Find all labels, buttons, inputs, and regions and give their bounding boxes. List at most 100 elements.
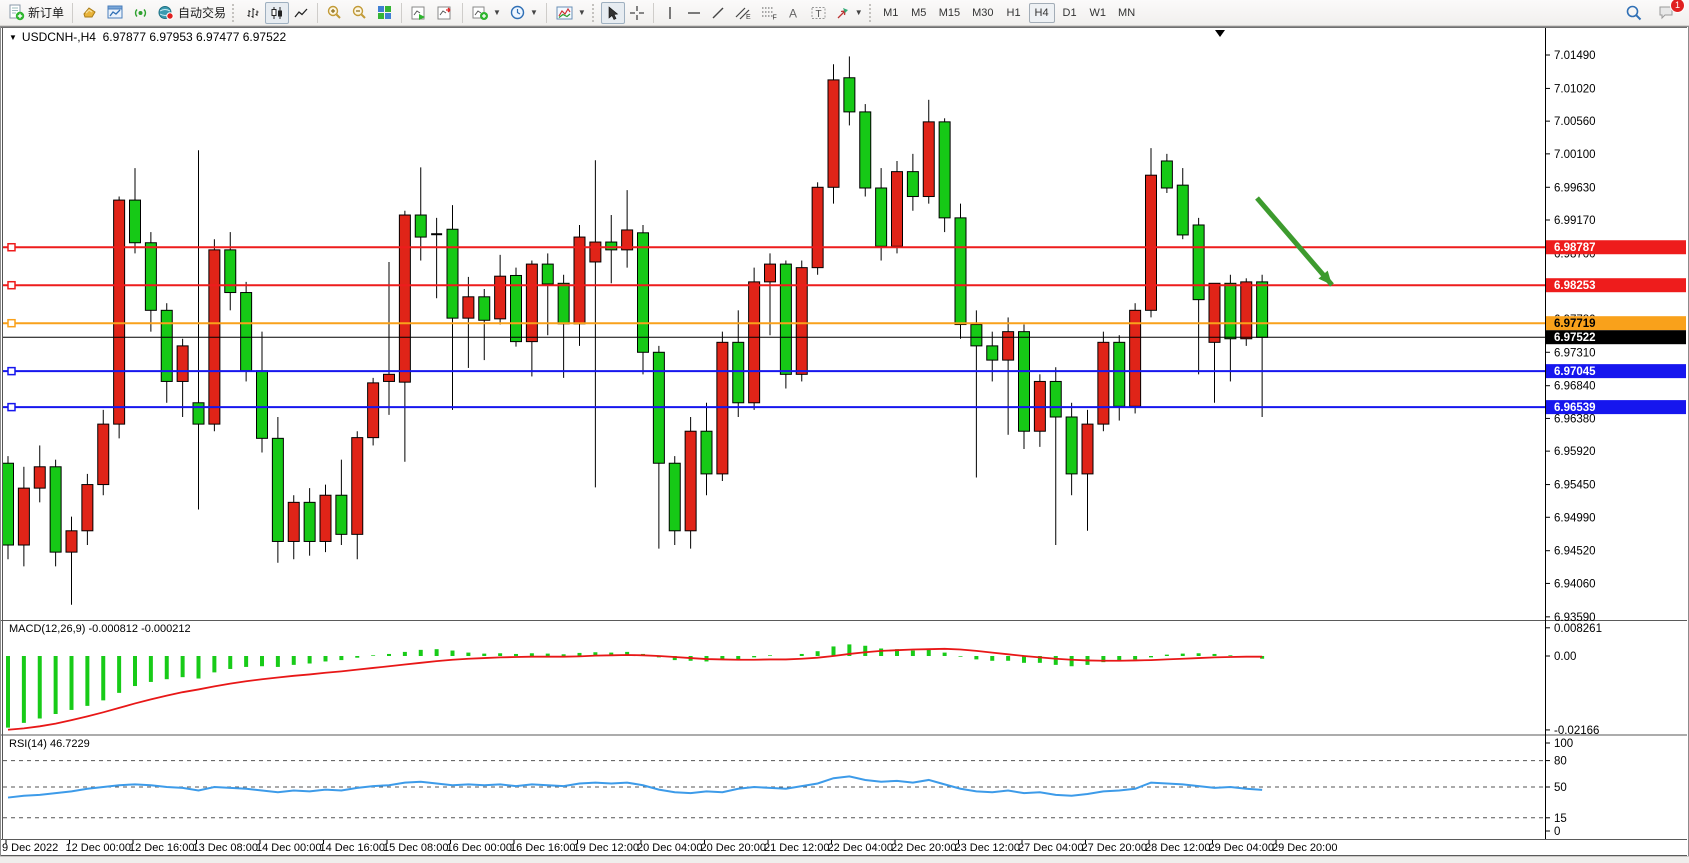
rsi-scale-label: 15	[1554, 813, 1567, 825]
hline-handle[interactable]	[7, 280, 16, 290]
candle-body	[938, 121, 951, 219]
zoom-out-icon	[352, 5, 366, 19]
tile-windows-button[interactable]	[372, 2, 397, 24]
time-label: 12 Dec 16:00	[129, 842, 194, 854]
trend-arrow-annotation[interactable]	[1255, 196, 1334, 287]
chart-shift-button[interactable]	[432, 2, 458, 24]
candle-body	[970, 324, 983, 347]
chart-menu-caret[interactable]: ▼	[9, 33, 17, 42]
trendline-button[interactable]	[706, 2, 730, 24]
candle-body	[1176, 184, 1189, 236]
cursor-button[interactable]	[600, 1, 625, 24]
time-label: 22 Dec 04:00	[828, 842, 893, 854]
timeframe-button-m15[interactable]: M15	[938, 6, 961, 19]
timeframe-button-m1[interactable]: M1	[883, 6, 899, 19]
time-label: 9 Dec 2022	[2, 842, 58, 854]
new-order-icon	[9, 4, 25, 21]
candle-body	[795, 267, 808, 375]
timeframe-button-m5[interactable]: M5	[911, 6, 927, 19]
time-label: 13 Dec 08:00	[193, 842, 258, 854]
zoom-out-button[interactable]	[347, 2, 372, 24]
auto-scroll-button[interactable]	[406, 2, 432, 24]
hline-handle[interactable]	[7, 402, 16, 412]
timeframe-button-d1[interactable]: D1	[1062, 6, 1077, 19]
hline-handle[interactable]	[7, 366, 16, 376]
periods-clock-button[interactable]: ▼	[505, 2, 542, 24]
crosshair-button[interactable]	[625, 2, 649, 24]
price-tick-label: 6.99170	[1554, 215, 1596, 227]
add-indicator-icon	[472, 6, 489, 20]
candle-body	[1240, 281, 1253, 340]
time-label: 27 Dec 20:00	[1082, 842, 1147, 854]
toolbar-group-handle	[591, 3, 597, 22]
equidistant-channel-button[interactable]: E	[730, 2, 756, 24]
candle-body	[17, 487, 30, 546]
candle-body	[637, 232, 649, 353]
bar-chart-button[interactable]	[241, 2, 265, 24]
price-tick-label: 6.93590	[1554, 612, 1596, 624]
arrow-head-icon	[1318, 270, 1332, 285]
macd-scale-label: 0.00	[1554, 651, 1576, 663]
candle-body	[97, 423, 110, 486]
arrows-button[interactable]: ▼	[831, 2, 867, 24]
vertical-line-button[interactable]	[658, 2, 682, 24]
candle-body	[843, 77, 856, 113]
crosshair-icon	[629, 5, 644, 20]
chevron-down-icon: ▼	[529, 8, 538, 17]
chevron-down-icon: ▼	[854, 8, 863, 17]
search-button[interactable]	[1621, 2, 1647, 24]
price-tag-bg	[1546, 278, 1686, 293]
timeframe-button-h4[interactable]: H4	[1028, 2, 1055, 23]
text-button[interactable]: A	[782, 2, 806, 24]
candle-body	[367, 382, 380, 439]
price-tag-label: 6.97522	[1554, 332, 1596, 344]
candle-body	[732, 341, 745, 404]
price-tag: 6.97522	[1546, 330, 1686, 345]
new-order-button[interactable]: 新订单	[4, 2, 68, 24]
rsi-scale-label: 80	[1554, 756, 1567, 768]
time-label: 29 Dec 04:00	[1209, 842, 1274, 854]
price-tick-label: 6.96840	[1554, 381, 1596, 393]
zoom-in-button[interactable]	[322, 2, 347, 24]
price-tick-label: 7.00560	[1554, 116, 1596, 128]
fibonacci-button[interactable]: F	[756, 2, 782, 24]
timeframe-button-mn[interactable]: MN	[1118, 6, 1136, 19]
market-depth-button[interactable]	[77, 2, 102, 24]
macd-scale-label: -0.02166	[1554, 725, 1599, 737]
text-label-icon: T	[811, 6, 826, 20]
price-tick-label: 6.96380	[1554, 413, 1596, 425]
candle-body	[414, 214, 427, 238]
auto-scroll-icon	[411, 6, 426, 20]
price-tag-label: 6.97045	[1554, 366, 1596, 378]
notifications-button[interactable]: 1	[1653, 0, 1685, 24]
chart-background	[1, 27, 1688, 856]
price-tick-label: 6.95920	[1554, 446, 1596, 458]
notification-badge: 1	[1670, 0, 1685, 13]
chart-shift-icon	[437, 6, 451, 19]
candle-body	[271, 437, 284, 542]
line-chart-button[interactable]	[289, 2, 313, 24]
toolbar-separator	[652, 2, 654, 23]
candlestick-chart-button[interactable]	[265, 1, 290, 24]
timeframe-button-w1[interactable]: W1	[1089, 6, 1107, 19]
rsi-panel: 100 80 50 150	[3, 738, 1573, 838]
timeframe-button-m30[interactable]: M30	[972, 6, 994, 19]
new-chart-button[interactable]	[102, 2, 128, 24]
timeframe-button-h1[interactable]: H1	[1006, 6, 1021, 19]
toolbar-separator	[545, 2, 547, 23]
hline-handle[interactable]	[7, 318, 16, 328]
horizontal-line-button[interactable]	[682, 2, 706, 24]
price-tag: 6.98253	[1546, 278, 1686, 293]
chart-profiles-button[interactable]: ▼	[551, 2, 590, 24]
line-chart-icon	[294, 8, 308, 17]
hline-handle[interactable]	[7, 242, 16, 252]
candle-body	[1097, 341, 1110, 425]
rsi-scale-label: 50	[1554, 782, 1567, 794]
signals-button[interactable]	[128, 2, 153, 24]
indicators-button[interactable]: ▼	[467, 2, 505, 24]
price-tag: 6.96539	[1546, 400, 1686, 415]
auto-trading-button[interactable]: 自动交易	[153, 2, 230, 24]
text-label-button[interactable]: T	[806, 2, 831, 24]
signal-broadcast-icon	[134, 9, 147, 17]
